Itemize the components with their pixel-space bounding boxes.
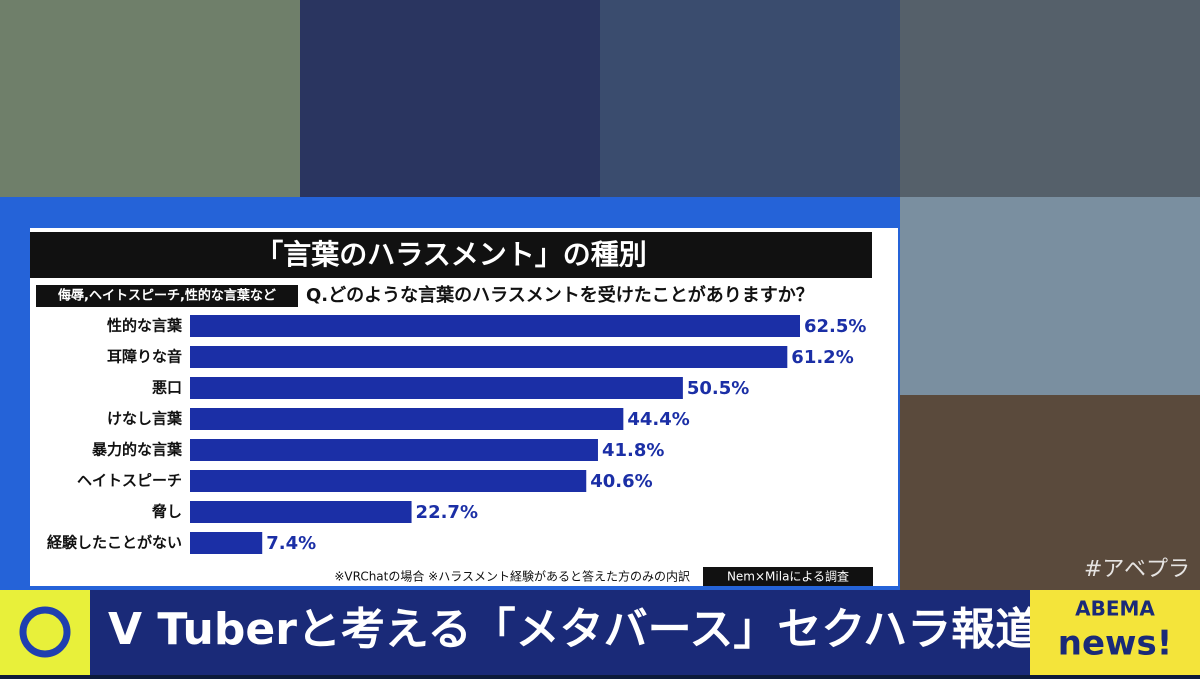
hashtag: #アベプラ bbox=[1084, 557, 1190, 582]
bar bbox=[190, 346, 788, 368]
value-label: 40.6% bbox=[590, 471, 652, 492]
value-label: 41.8% bbox=[602, 440, 664, 461]
value-label: 22.7% bbox=[416, 502, 478, 523]
category-label: 性的な言葉 bbox=[107, 317, 183, 335]
title-bar bbox=[30, 232, 872, 278]
tag: 侮辱,ヘイトスピーチ,性的な言葉など bbox=[58, 288, 276, 304]
video-feed bbox=[0, 0, 300, 197]
note: ※VRChatの場合 ※ハラスメント経験があると答えた方のみの内訳 bbox=[334, 569, 690, 584]
logo-top: ABEMA bbox=[1075, 597, 1155, 621]
value-label: 61.2% bbox=[791, 347, 853, 368]
video-feed bbox=[900, 0, 1200, 197]
bar bbox=[190, 470, 587, 492]
video-feed bbox=[900, 197, 1200, 395]
source-box bbox=[703, 567, 873, 586]
value-label: 7.4% bbox=[266, 533, 316, 554]
source: Nem×Milaによる調査 bbox=[727, 570, 849, 584]
category-label: 経験したことがない bbox=[47, 534, 182, 552]
question: Q.どのような言葉のハラスメントを受けたことがありますか？ bbox=[306, 284, 814, 306]
category-label: ヘイトスピーチ bbox=[77, 472, 182, 490]
category-label: 暴力的な言葉 bbox=[92, 441, 183, 459]
video-feed bbox=[600, 0, 900, 197]
category-label: 脅し bbox=[151, 503, 182, 521]
bar bbox=[190, 377, 683, 399]
logo-box bbox=[1030, 590, 1200, 675]
banner-icon bbox=[0, 590, 90, 675]
category-label: 耳障りな音 bbox=[107, 348, 182, 366]
value-label: 62.5% bbox=[804, 316, 866, 337]
bar bbox=[190, 439, 598, 461]
bar bbox=[190, 408, 624, 430]
banner-text: V Tuberと考える「メタバース」セクハラ報道 bbox=[108, 604, 1039, 655]
chart-title: 「言葉のハラスメント」の種別 bbox=[255, 238, 646, 271]
category-label: 悪口 bbox=[152, 379, 182, 397]
value-label: 50.5% bbox=[687, 378, 749, 399]
logo-bottom: news! bbox=[1058, 624, 1172, 664]
icon-ring bbox=[19, 606, 71, 658]
category-label: けなし言葉 bbox=[107, 410, 183, 428]
value-label: 44.4% bbox=[627, 409, 689, 430]
chart-panel bbox=[30, 228, 898, 586]
video-feed bbox=[900, 395, 1200, 590]
video-feed bbox=[300, 0, 600, 197]
banner-bar bbox=[90, 590, 1030, 675]
bar bbox=[190, 315, 800, 337]
bar bbox=[190, 501, 412, 523]
tag-box bbox=[36, 285, 298, 307]
bar bbox=[190, 532, 263, 554]
